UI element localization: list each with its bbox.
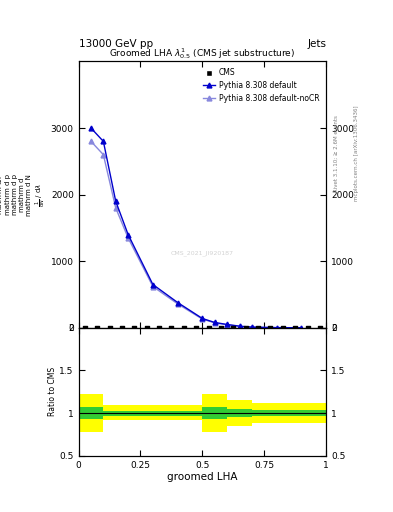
Pythia 8.308 default-noCR <box>175 301 180 307</box>
CMS <box>292 324 298 332</box>
CMS <box>255 324 261 332</box>
CMS <box>305 324 311 332</box>
CMS <box>267 324 274 332</box>
Pythia 8.308 default-noCR <box>250 324 254 330</box>
Pythia 8.308 default <box>200 315 205 322</box>
CMS <box>94 324 100 332</box>
Pythia 8.308 default <box>89 125 94 131</box>
Pythia 8.308 default <box>113 198 118 204</box>
Pythia 8.308 default-noCR <box>299 325 304 331</box>
Pythia 8.308 default-noCR <box>89 138 94 144</box>
Text: CMS_2021_JI920187: CMS_2021_JI920187 <box>171 250 234 256</box>
Text: mcplots.cern.ch [arXiv:1306.3436]: mcplots.cern.ch [arXiv:1306.3436] <box>354 106 359 201</box>
CMS <box>119 324 125 332</box>
Pythia 8.308 default <box>237 323 242 329</box>
CMS <box>82 324 88 332</box>
Pythia 8.308 default <box>299 325 304 331</box>
Pythia 8.308 default-noCR <box>113 205 118 211</box>
Pythia 8.308 default <box>225 322 230 328</box>
Pythia 8.308 default-noCR <box>200 316 205 322</box>
CMS <box>131 324 138 332</box>
Text: Jets: Jets <box>307 38 326 49</box>
CMS <box>218 324 224 332</box>
Pythia 8.308 default-noCR <box>237 323 242 329</box>
Pythia 8.308 default-noCR <box>225 322 230 328</box>
CMS <box>242 324 249 332</box>
Line: Pythia 8.308 default-noCR: Pythia 8.308 default-noCR <box>88 139 304 330</box>
Y-axis label: mathrm d$\lambda$
mathrm d p
mathrm d p
mathrm d
mathrm d N
$\frac{1}{\mathrm{d}: mathrm d$\lambda$ mathrm d p mathrm d p … <box>0 174 48 216</box>
CMS <box>156 324 162 332</box>
CMS <box>280 324 286 332</box>
Pythia 8.308 default-noCR <box>151 284 155 290</box>
CMS <box>181 324 187 332</box>
Pythia 8.308 default-noCR <box>126 235 130 241</box>
CMS <box>107 324 113 332</box>
Pythia 8.308 default <box>126 231 130 238</box>
Pythia 8.308 default <box>151 282 155 288</box>
Text: Rivet 3.1.10; ≥ 2.6M events: Rivet 3.1.10; ≥ 2.6M events <box>334 115 339 192</box>
Pythia 8.308 default <box>175 300 180 306</box>
CMS <box>206 324 212 332</box>
Pythia 8.308 default-noCR <box>101 152 106 158</box>
Legend: CMS, Pythia 8.308 default, Pythia 8.308 default-noCR: CMS, Pythia 8.308 default, Pythia 8.308 … <box>200 65 322 106</box>
Pythia 8.308 default-noCR <box>274 325 279 331</box>
Pythia 8.308 default <box>212 319 217 326</box>
CMS <box>317 324 323 332</box>
Line: Pythia 8.308 default: Pythia 8.308 default <box>88 125 304 330</box>
Pythia 8.308 default-noCR <box>212 320 217 326</box>
Pythia 8.308 default <box>101 138 106 144</box>
CMS <box>143 324 150 332</box>
CMS <box>193 324 199 332</box>
Text: 13000 GeV pp: 13000 GeV pp <box>79 38 153 49</box>
Pythia 8.308 default <box>274 325 279 331</box>
Y-axis label: Ratio to CMS: Ratio to CMS <box>48 367 57 416</box>
X-axis label: groomed LHA: groomed LHA <box>167 472 238 482</box>
Title: Groomed LHA $\lambda^{1}_{0.5}$ (CMS jet substructure): Groomed LHA $\lambda^{1}_{0.5}$ (CMS jet… <box>109 47 296 61</box>
CMS <box>230 324 237 332</box>
Pythia 8.308 default <box>250 324 254 330</box>
CMS <box>168 324 174 332</box>
